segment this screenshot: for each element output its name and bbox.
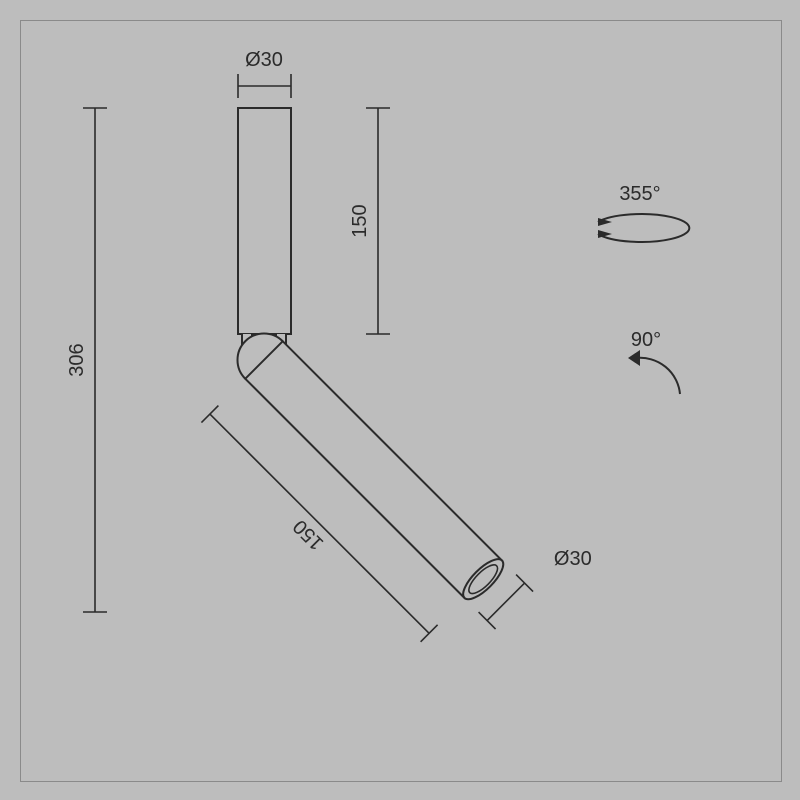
rotation-horizontal-label: 355° — [619, 183, 660, 205]
dim-lower-length-label: 150 — [289, 515, 328, 554]
rotation-horizontal: 355° — [598, 183, 689, 242]
dim-total-height: 306 — [66, 108, 107, 612]
rotation-tilt: 90° — [628, 329, 680, 394]
dim-lower-width: Ø30 — [479, 524, 603, 648]
upper-cylinder — [238, 108, 291, 334]
dim-lower-width-label: Ø30 — [554, 548, 592, 570]
dim-upper-width: Ø30 — [238, 49, 291, 98]
lower-cylinder-group: 150 Ø30 — [172, 271, 602, 701]
technical-drawing: 150 Ø30 306 Ø30 150 355° — [0, 0, 800, 800]
dim-total-height-label: 306 — [66, 343, 88, 376]
dim-upper-width-label: Ø30 — [245, 49, 283, 71]
dim-upper-length-label: 150 — [349, 204, 371, 237]
rotation-tilt-label: 90° — [631, 329, 661, 351]
dim-upper-length: 150 — [349, 108, 390, 334]
